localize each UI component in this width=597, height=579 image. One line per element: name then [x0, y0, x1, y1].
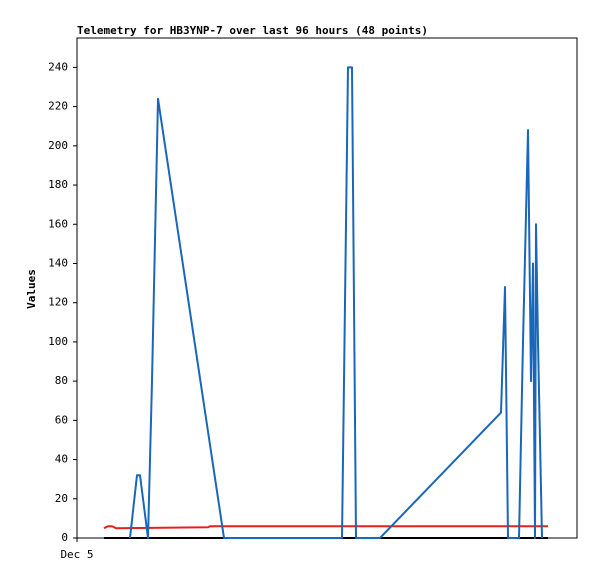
chart-title: Telemetry for HB3YNP-7 over last 96 hour…	[77, 24, 428, 37]
y-tick-label: 220	[48, 100, 68, 113]
y-tick-label: 140	[48, 256, 68, 269]
y-tick-label: 180	[48, 178, 68, 191]
x-tick-label: Dec 5	[60, 548, 93, 561]
y-tick-label: 20	[55, 492, 68, 505]
y-tick-label: 200	[48, 139, 68, 152]
series-line	[103, 525, 548, 530]
y-tick-label: 80	[55, 374, 68, 387]
y-tick-label: 240	[48, 60, 68, 73]
y-tick-label: 0	[61, 531, 68, 544]
y-tick-label: 60	[55, 413, 68, 426]
y-tick-label: 40	[55, 453, 68, 466]
y-tick-label: 120	[48, 296, 68, 309]
y-tick-label: 160	[48, 217, 68, 230]
y-tick-label: 100	[48, 335, 68, 348]
series-line	[129, 66, 543, 539]
y-axis-label: Values	[25, 269, 38, 309]
